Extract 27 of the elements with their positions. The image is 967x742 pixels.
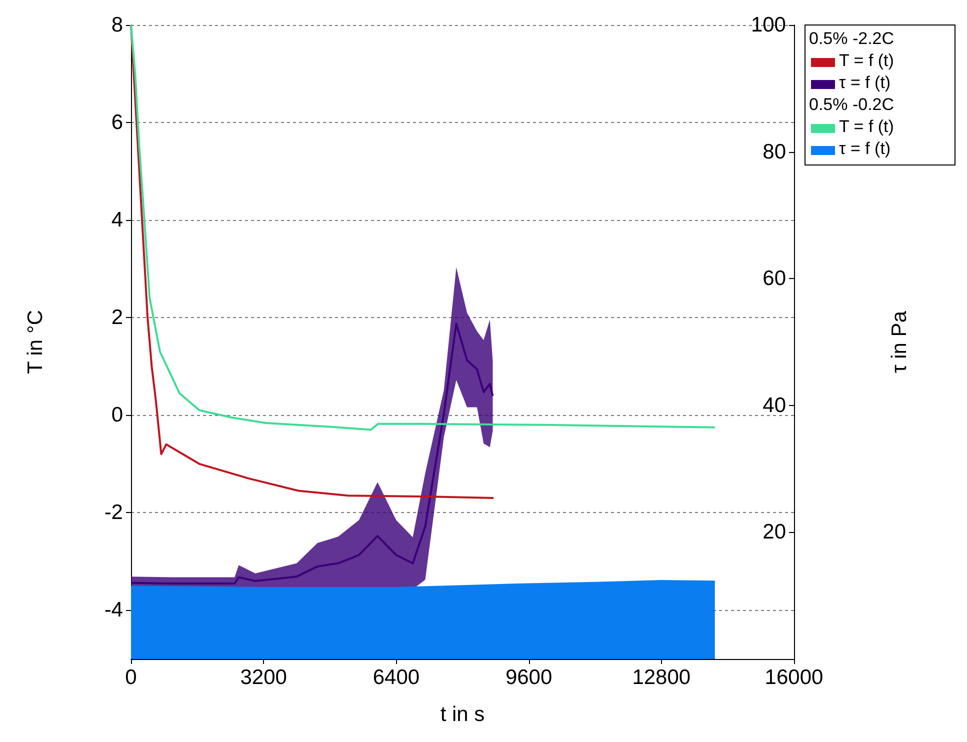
text: 0.5% -2.2C [809, 29, 894, 48]
y2-tick-label: 60 [762, 267, 786, 290]
y-tick-label: 0 [111, 404, 123, 427]
legend-label: T = f (t) [839, 51, 894, 70]
y-tick-label: -4 [104, 598, 124, 622]
legend-label: T = f (t) [839, 117, 894, 136]
y2-axis-title: τ in Pa [888, 310, 911, 373]
x-tick-label: 12800 [632, 666, 691, 689]
y2-tick-label: 20 [762, 520, 786, 544]
line-series [130, 24, 716, 431]
y-axis-title: T in °C [24, 310, 47, 374]
x-tick-label: 9600 [505, 666, 552, 689]
x-axis-title: t in s [440, 703, 485, 726]
y-tick-label: -2 [104, 501, 123, 524]
x-tick-label: 6400 [372, 666, 420, 689]
y-tick-label: 4 [111, 208, 124, 232]
x-tick-label: 3200 [240, 666, 287, 689]
legend-label: τ = f (t) [839, 139, 891, 158]
y2-tick-label: 80 [762, 140, 786, 164]
text: 0.5% -0.2C [809, 95, 894, 114]
legend-label: τ = f (t) [839, 73, 891, 92]
x-tick-label: 16000 [764, 666, 824, 689]
y2-tick-label: 40 [762, 394, 786, 417]
y-tick-label: 6 [111, 111, 123, 134]
y-tick-label: 2 [111, 306, 123, 330]
y2-tick-label: 100 [750, 14, 786, 36]
y-tick-label: 8 [111, 14, 123, 36]
